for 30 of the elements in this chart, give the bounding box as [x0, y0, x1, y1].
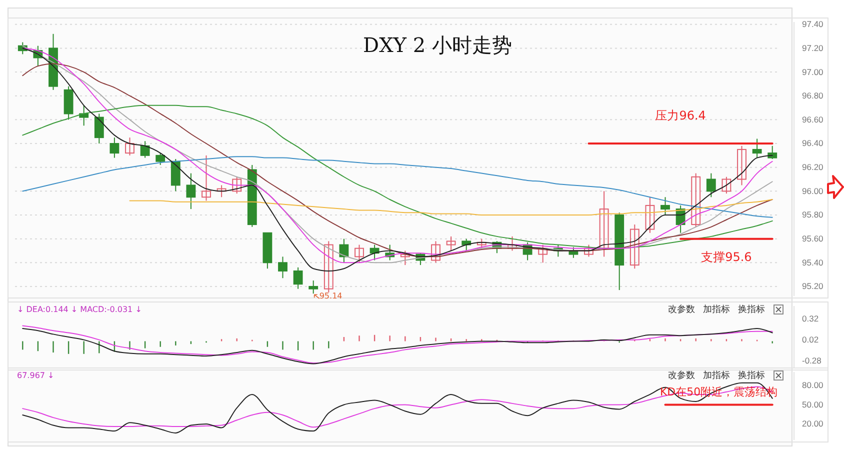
- annotation: 改参数: [668, 304, 695, 315]
- series-label: 支撑95.6: [701, 250, 752, 264]
- y-tick-label: 96.20: [802, 162, 824, 172]
- y-tick-label: 96.80: [802, 90, 824, 101]
- y-tick-label: 20.00: [802, 418, 824, 429]
- y-tick-label: 95.60: [802, 234, 824, 244]
- y-tick-label: 50.00: [802, 399, 824, 410]
- series-label: 压力96.4: [655, 108, 706, 123]
- y-tick-label: 97.40: [802, 19, 824, 30]
- y-tick-label: 97.00: [802, 66, 824, 77]
- y-tick-label: 97.20: [802, 42, 824, 53]
- y-tick-label: 0.02: [802, 334, 819, 345]
- y-tick-label: 95.80: [802, 210, 824, 220]
- y-tick-label: 95.20: [802, 281, 824, 292]
- annotation: 换指标: [738, 304, 765, 315]
- annotation: 67.967 ↓: [17, 371, 54, 380]
- y-tick-label: 0.32: [802, 313, 819, 324]
- annotation: 加指标: [703, 304, 730, 315]
- y-tick-label: -0.28: [802, 356, 822, 366]
- y-tick-label: 96.40: [802, 138, 824, 148]
- y-tick-label: 96.60: [802, 114, 824, 124]
- y-tick-label: 95.40: [802, 257, 824, 268]
- text: DXY 2 小时走势: [363, 33, 512, 57]
- annotation: 改参数: [668, 370, 695, 381]
- y-tick-label: 96.00: [802, 186, 824, 196]
- y-tick-label: 80.00: [802, 380, 824, 390]
- annotation: ↓ DEA:0.144 ↓ MACD:-0.031 ↓: [17, 305, 142, 314]
- annotation: 加指标: [703, 370, 730, 381]
- annotation: 换指标: [738, 370, 765, 381]
- annotation: 95.14: [319, 292, 342, 301]
